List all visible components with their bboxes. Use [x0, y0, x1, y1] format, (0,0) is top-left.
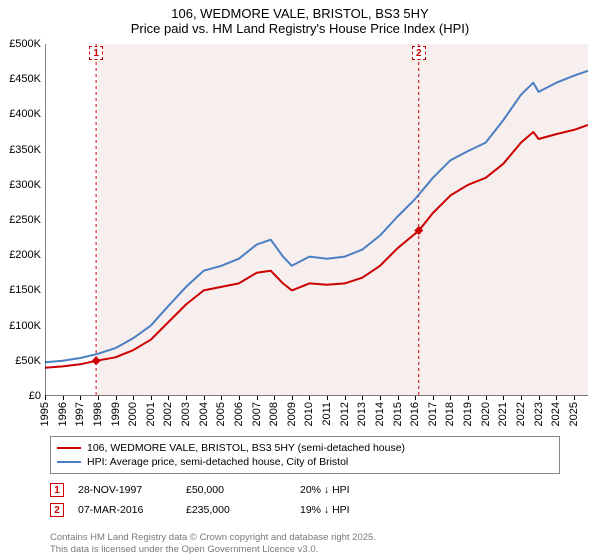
x-tick-label: 2024: [550, 402, 562, 426]
transaction-price: £50,000: [186, 484, 286, 496]
legend: 106, WEDMORE VALE, BRISTOL, BS3 5HY (sem…: [50, 436, 560, 474]
x-axis: 1995199619971998199920002001200220032004…: [45, 396, 588, 432]
x-tick-label: 2011: [321, 402, 333, 426]
y-axis: £0£50K£100K£150K£200K£250K£300K£350K£400…: [0, 44, 45, 396]
x-tick-label: 2021: [497, 402, 509, 426]
x-tick-label: 2002: [162, 402, 174, 426]
x-tick-label: 2013: [356, 402, 368, 426]
footer-line1: Contains HM Land Registry data © Crown c…: [50, 532, 376, 544]
transaction-marker: 1: [50, 483, 64, 497]
title-address: 106, WEDMORE VALE, BRISTOL, BS3 5HY: [0, 6, 600, 21]
transaction-price: £235,000: [186, 504, 286, 516]
transaction-row: 1 28-NOV-1997 £50,000 20% ↓ HPI: [50, 480, 390, 500]
footer-line2: This data is licensed under the Open Gov…: [50, 544, 376, 556]
x-tick-label: 2001: [145, 402, 157, 426]
x-tick-label: 2010: [303, 402, 315, 426]
y-tick-label: £100K: [9, 320, 41, 332]
legend-item: HPI: Average price, semi-detached house,…: [57, 455, 553, 469]
footer: Contains HM Land Registry data © Crown c…: [50, 532, 376, 556]
legend-item: 106, WEDMORE VALE, BRISTOL, BS3 5HY (sem…: [57, 441, 553, 455]
transaction-row: 2 07-MAR-2016 £235,000 19% ↓ HPI: [50, 500, 390, 520]
transaction-date: 07-MAR-2016: [78, 504, 172, 516]
title-block: 106, WEDMORE VALE, BRISTOL, BS3 5HY Pric…: [0, 0, 600, 40]
x-tick-label: 1999: [110, 402, 122, 426]
y-tick-label: £50K: [15, 355, 41, 367]
legend-box: 106, WEDMORE VALE, BRISTOL, BS3 5HY (sem…: [50, 436, 560, 474]
marker-2: 2: [412, 46, 426, 60]
x-tick-label: 2012: [339, 402, 351, 426]
transaction-marker: 2: [50, 503, 64, 517]
x-tick-label: 2007: [251, 402, 263, 426]
chart-container: 106, WEDMORE VALE, BRISTOL, BS3 5HY Pric…: [0, 0, 600, 560]
x-tick-label: 2003: [180, 402, 192, 426]
x-tick-label: 2004: [198, 402, 210, 426]
x-tick-label: 2015: [392, 402, 404, 426]
plot-svg: [45, 44, 588, 396]
x-tick-label: 2009: [286, 402, 298, 426]
transaction-pct: 19% ↓ HPI: [300, 504, 390, 516]
y-tick-label: £400K: [9, 108, 41, 120]
legend-swatch: [57, 461, 81, 463]
y-tick-label: £500K: [9, 38, 41, 50]
x-tick-label: 2006: [233, 402, 245, 426]
x-tick-label: 2000: [127, 402, 139, 426]
legend-label: HPI: Average price, semi-detached house,…: [87, 456, 348, 468]
x-tick-label: 2022: [515, 402, 527, 426]
y-tick-label: £200K: [9, 249, 41, 261]
title-subtitle: Price paid vs. HM Land Registry's House …: [0, 21, 600, 36]
x-tick-label: 2016: [409, 402, 421, 426]
x-tick-label: 2020: [480, 402, 492, 426]
y-tick-label: £150K: [9, 284, 41, 296]
x-tick-label: 2017: [427, 402, 439, 426]
transaction-pct: 20% ↓ HPI: [300, 484, 390, 496]
marker-1: 1: [89, 46, 103, 60]
y-tick-label: £0: [29, 390, 41, 402]
x-tick-label: 2025: [568, 402, 580, 426]
x-tick-label: 2023: [533, 402, 545, 426]
x-tick-label: 2005: [215, 402, 227, 426]
x-tick-label: 1998: [92, 402, 104, 426]
y-tick-label: £250K: [9, 214, 41, 226]
legend-swatch: [57, 447, 81, 449]
y-tick-label: £450K: [9, 73, 41, 85]
x-tick-label: 1997: [74, 402, 86, 426]
x-tick-label: 2014: [374, 402, 386, 426]
x-tick-label: 1995: [39, 402, 51, 426]
x-tick-label: 2019: [462, 402, 474, 426]
legend-label: 106, WEDMORE VALE, BRISTOL, BS3 5HY (sem…: [87, 442, 405, 454]
x-tick-label: 2018: [444, 402, 456, 426]
transaction-table: 1 28-NOV-1997 £50,000 20% ↓ HPI 2 07-MAR-2016…: [50, 480, 390, 520]
chart-area: £0£50K£100K£150K£200K£250K£300K£350K£400…: [45, 44, 588, 396]
x-tick-label: 2008: [268, 402, 280, 426]
x-tick-label: 1996: [57, 402, 69, 426]
transaction-date: 28-NOV-1997: [78, 484, 172, 496]
y-tick-label: £300K: [9, 179, 41, 191]
y-tick-label: £350K: [9, 144, 41, 156]
